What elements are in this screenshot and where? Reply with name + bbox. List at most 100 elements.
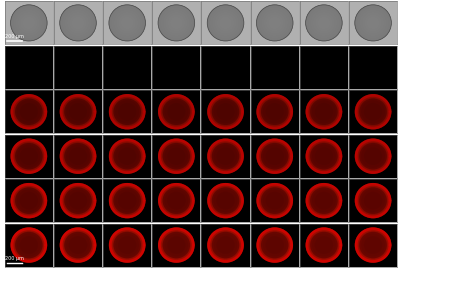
Ellipse shape [261, 98, 289, 125]
Ellipse shape [65, 10, 91, 36]
Ellipse shape [361, 100, 385, 123]
Ellipse shape [64, 231, 92, 259]
Ellipse shape [209, 229, 242, 261]
Ellipse shape [260, 187, 289, 214]
Ellipse shape [160, 229, 193, 261]
Ellipse shape [158, 139, 195, 174]
Ellipse shape [118, 14, 136, 31]
Ellipse shape [214, 145, 237, 168]
Ellipse shape [113, 188, 141, 214]
Ellipse shape [256, 5, 293, 41]
Ellipse shape [60, 139, 96, 174]
Text: 0p: 0p [24, 13, 35, 22]
Ellipse shape [306, 94, 342, 130]
Ellipse shape [63, 8, 93, 38]
Ellipse shape [312, 100, 336, 123]
Ellipse shape [13, 97, 45, 127]
Ellipse shape [111, 230, 143, 260]
Ellipse shape [307, 140, 341, 173]
Ellipse shape [257, 6, 292, 40]
Ellipse shape [114, 10, 140, 36]
Ellipse shape [307, 184, 341, 217]
Ellipse shape [15, 143, 43, 169]
Ellipse shape [358, 8, 388, 38]
Ellipse shape [18, 12, 39, 33]
Ellipse shape [61, 184, 95, 217]
Ellipse shape [212, 98, 239, 125]
Ellipse shape [20, 14, 37, 31]
Ellipse shape [355, 94, 392, 130]
Ellipse shape [20, 103, 38, 121]
Ellipse shape [217, 147, 235, 165]
Ellipse shape [311, 10, 337, 36]
Ellipse shape [162, 98, 191, 125]
Ellipse shape [163, 232, 190, 258]
Ellipse shape [355, 139, 392, 174]
Ellipse shape [61, 140, 95, 173]
Ellipse shape [258, 140, 292, 173]
Ellipse shape [356, 140, 390, 173]
Ellipse shape [364, 147, 382, 165]
Ellipse shape [357, 186, 389, 216]
Ellipse shape [260, 8, 290, 38]
Ellipse shape [60, 183, 96, 218]
Ellipse shape [308, 186, 339, 216]
Ellipse shape [109, 5, 146, 41]
Ellipse shape [207, 94, 244, 130]
Ellipse shape [259, 186, 290, 216]
Ellipse shape [359, 142, 387, 170]
Ellipse shape [15, 231, 43, 259]
Ellipse shape [160, 184, 193, 217]
Ellipse shape [23, 17, 35, 29]
Ellipse shape [361, 234, 385, 257]
Ellipse shape [162, 231, 191, 259]
Ellipse shape [361, 145, 385, 168]
Ellipse shape [356, 184, 390, 217]
Ellipse shape [266, 14, 283, 31]
Ellipse shape [158, 227, 195, 263]
Ellipse shape [312, 189, 336, 212]
Ellipse shape [256, 139, 293, 174]
Ellipse shape [322, 21, 326, 25]
Ellipse shape [67, 12, 89, 33]
Ellipse shape [217, 192, 235, 209]
Ellipse shape [361, 189, 385, 212]
Ellipse shape [12, 96, 46, 128]
Ellipse shape [17, 189, 41, 212]
Text: 200 μm: 200 μm [5, 256, 24, 261]
Ellipse shape [109, 183, 146, 218]
Ellipse shape [63, 97, 93, 127]
Ellipse shape [161, 186, 192, 216]
Ellipse shape [211, 231, 240, 259]
Ellipse shape [211, 98, 240, 125]
Ellipse shape [355, 139, 392, 174]
Ellipse shape [256, 139, 293, 174]
Ellipse shape [111, 141, 143, 171]
Ellipse shape [163, 98, 190, 125]
Ellipse shape [213, 10, 238, 36]
Ellipse shape [115, 234, 139, 257]
Ellipse shape [360, 10, 386, 36]
Ellipse shape [306, 183, 342, 218]
Ellipse shape [265, 236, 284, 254]
Ellipse shape [258, 96, 292, 128]
Ellipse shape [168, 14, 185, 31]
Ellipse shape [259, 97, 290, 127]
Ellipse shape [310, 232, 337, 258]
Ellipse shape [64, 187, 92, 214]
Ellipse shape [207, 139, 244, 174]
Ellipse shape [207, 139, 244, 174]
Ellipse shape [263, 189, 287, 212]
Ellipse shape [118, 236, 137, 254]
Ellipse shape [25, 19, 33, 27]
Ellipse shape [307, 96, 341, 128]
Text: Blank NLC: Blank NLC [403, 64, 438, 70]
Ellipse shape [265, 192, 284, 209]
Ellipse shape [212, 143, 239, 169]
Ellipse shape [359, 232, 387, 258]
Ellipse shape [12, 140, 46, 173]
Ellipse shape [66, 100, 90, 123]
Ellipse shape [167, 103, 185, 121]
Ellipse shape [306, 227, 342, 263]
Ellipse shape [356, 229, 390, 261]
